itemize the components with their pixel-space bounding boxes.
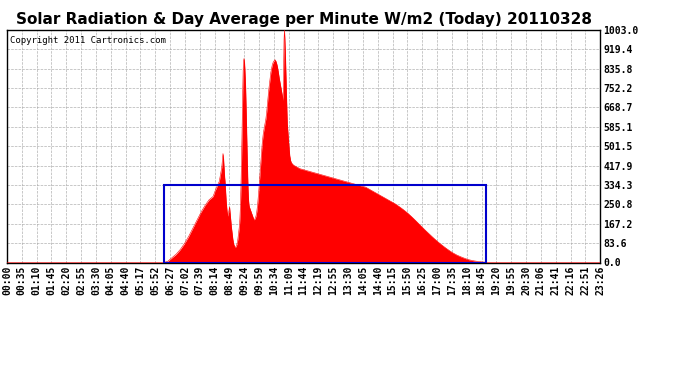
- Title: Solar Radiation & Day Average per Minute W/m2 (Today) 20110328: Solar Radiation & Day Average per Minute…: [16, 12, 591, 27]
- Text: Copyright 2011 Cartronics.com: Copyright 2011 Cartronics.com: [10, 36, 166, 45]
- Bar: [164, 185, 486, 262]
